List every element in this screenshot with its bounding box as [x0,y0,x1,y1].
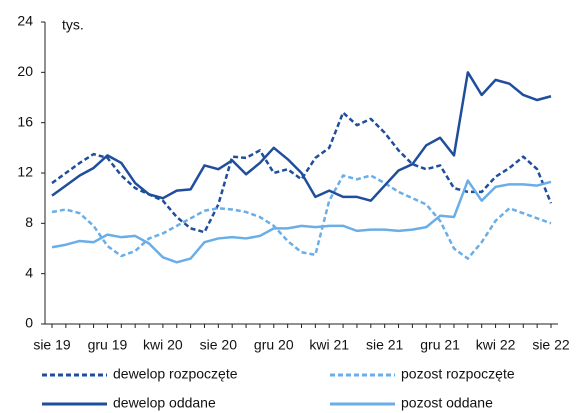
y-tick-label: 24 [17,13,33,29]
y-tick-label: 8 [25,214,33,230]
y-tick-label: 20 [17,63,33,79]
x-tick-label: sie 21 [366,337,404,353]
x-tick-label: sie 20 [200,337,238,353]
x-tick-label: gru 20 [254,337,294,353]
series-line [51,111,553,234]
legend-label: dewelop oddane [113,395,216,411]
x-tick-label: gru 19 [88,337,128,353]
x-tick-label: sie 22 [532,337,570,353]
x-tick-label: kwi 21 [309,337,349,353]
y-tick-label: 0 [25,315,33,331]
y-tick-label: 4 [25,264,33,280]
y-tick-label: 16 [17,113,33,129]
x-tick-label: gru 21 [420,337,460,353]
y-tick-label: 12 [17,164,33,180]
x-tick-label: sie 19 [33,337,71,353]
unit-annotation: tys. [62,17,84,33]
legend-label: pozost rozpoczęte [401,366,515,382]
legend-label: dewelop rozpoczęte [113,366,238,382]
series-line [51,174,552,260]
x-tick-label: kwi 20 [143,337,183,353]
series-line [51,71,552,202]
legend-label: pozost oddane [401,395,493,411]
series-line [51,179,552,264]
x-tick-label: kwi 22 [476,337,516,353]
